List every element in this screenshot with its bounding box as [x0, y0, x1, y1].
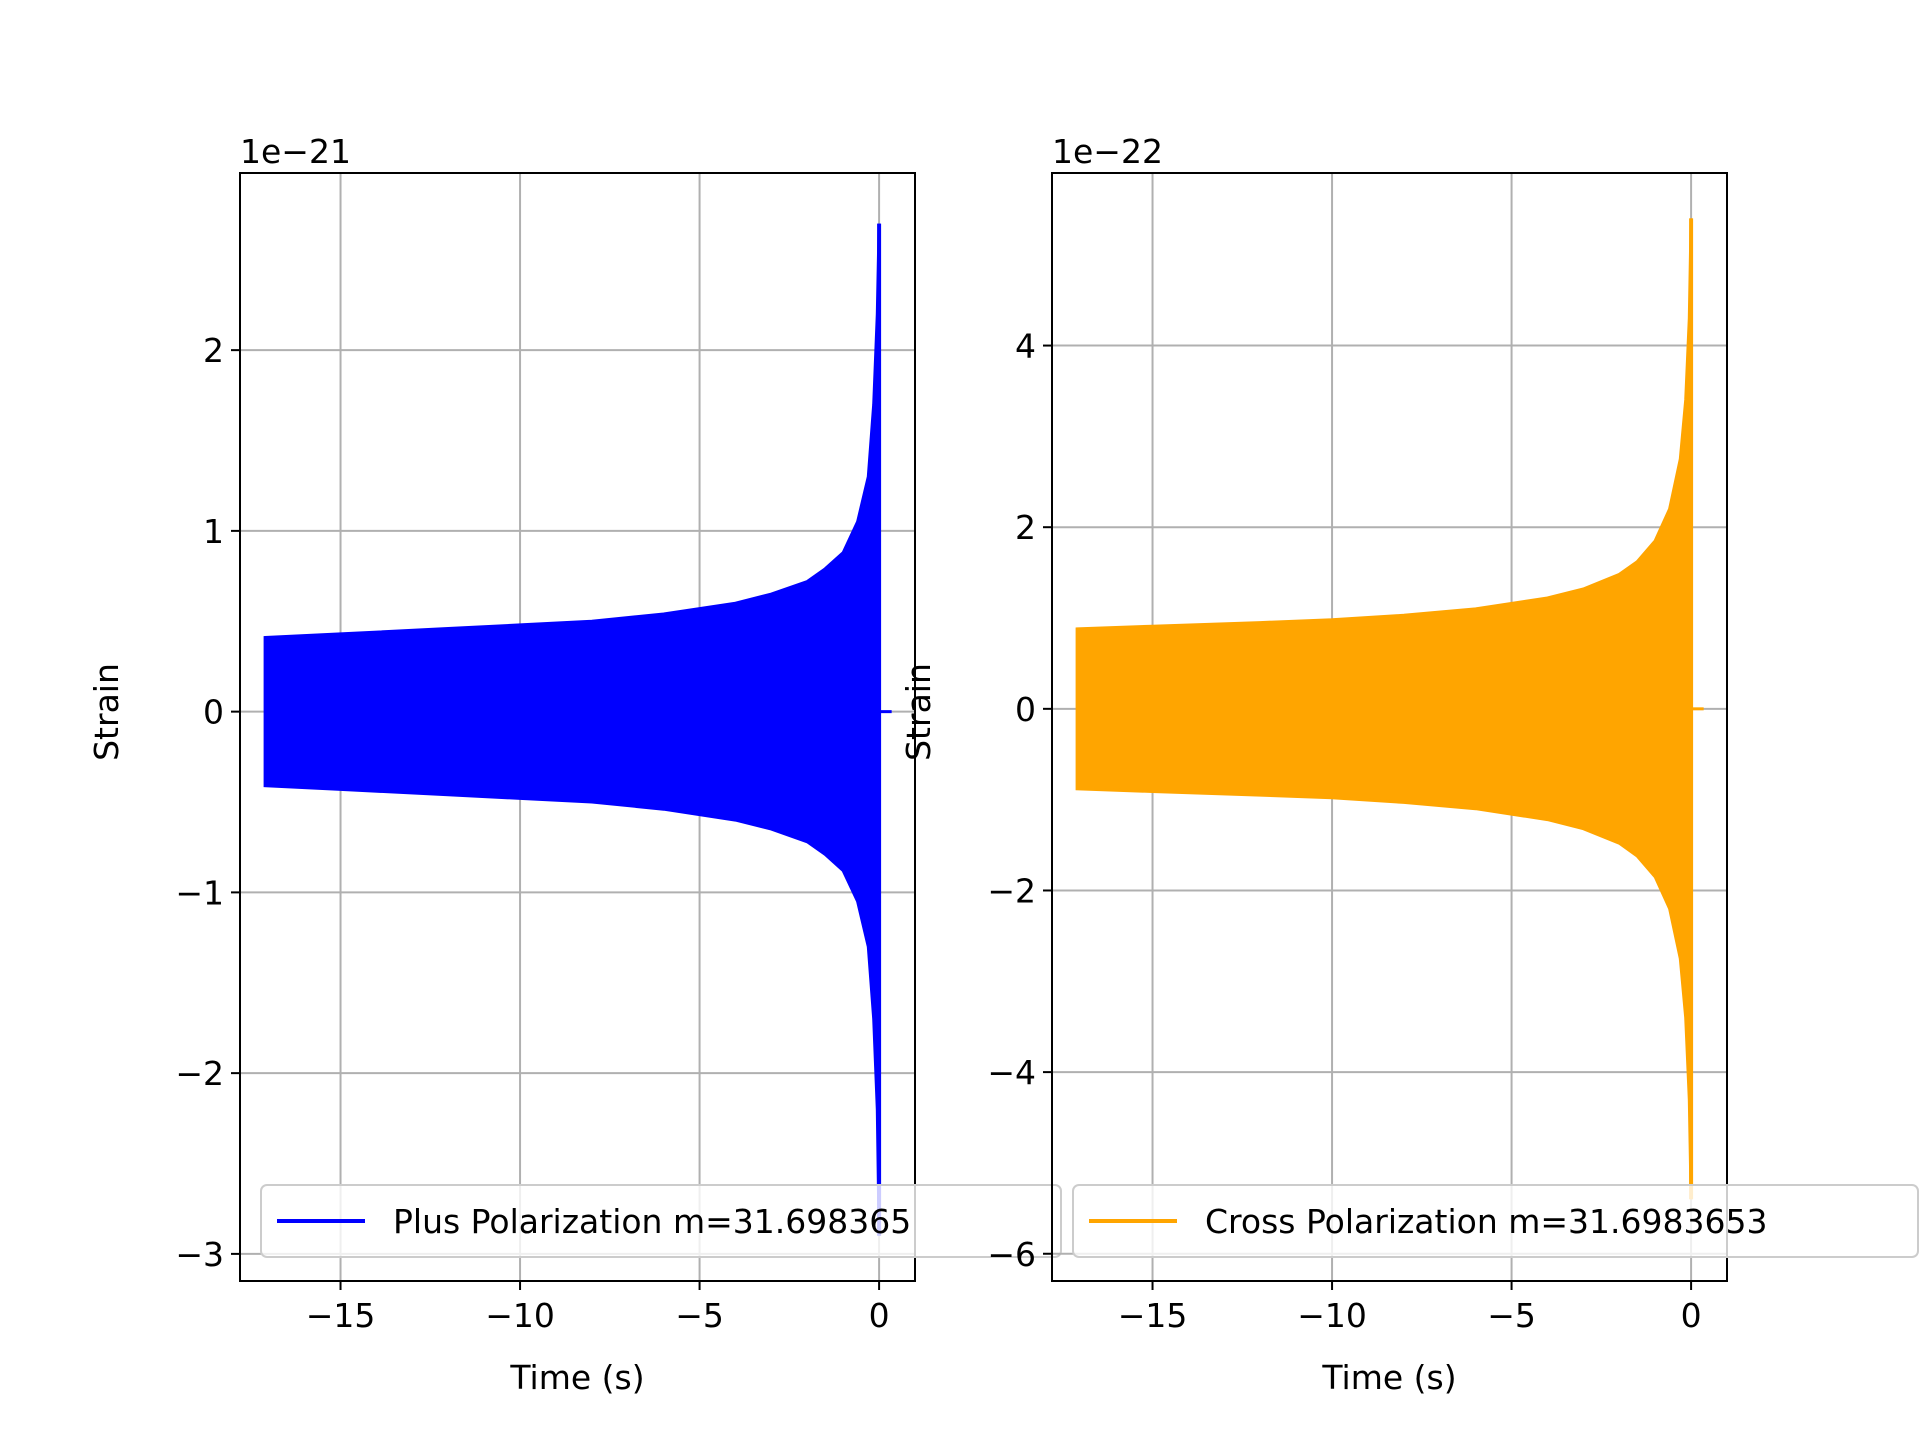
y-tick-label: −2 — [987, 871, 1036, 910]
y-offset-label: 1e−22 — [1052, 132, 1163, 171]
x-axis-label: Time (s) — [509, 1358, 644, 1397]
legend-label: Plus Polarization m=31.698365 — [393, 1202, 911, 1241]
y-tick-label: −1 — [175, 873, 224, 912]
y-tick-label: −2 — [175, 1054, 224, 1093]
y-tick-label: 4 — [1015, 327, 1036, 366]
y-tick-label: −3 — [175, 1235, 224, 1274]
y-tick-label: 2 — [203, 331, 224, 370]
y-tick-label: 2 — [1015, 508, 1036, 547]
x-tick-label: −5 — [675, 1296, 724, 1335]
y-tick-label: −4 — [987, 1053, 1036, 1092]
y-axis-label: Strain — [899, 663, 938, 761]
axes-frame — [1051, 172, 1728, 1282]
legend-box — [1072, 1184, 1919, 1258]
x-tick-label: −10 — [1297, 1296, 1367, 1335]
tick-marks: −15 −10 −5 0 −6 −4 −2 0 2 4 — [987, 327, 1701, 1335]
legend-box — [260, 1184, 1062, 1258]
y-offset-label: 1e−21 — [240, 132, 351, 171]
legend: Cross Polarization m=31.6983653 — [1072, 1184, 1919, 1258]
x-axis-label: Time (s) — [1321, 1358, 1456, 1397]
y-axis-label: Strain — [87, 663, 126, 761]
legend: Plus Polarization m=31.698365 — [260, 1184, 1062, 1258]
x-tick-label: −5 — [1487, 1296, 1536, 1335]
x-tick-label: −10 — [485, 1296, 555, 1335]
x-tick-label: −15 — [1118, 1296, 1188, 1335]
y-tick-label: 0 — [1015, 690, 1036, 729]
axes-frame — [239, 172, 916, 1282]
y-tick-label: 1 — [203, 512, 224, 551]
y-tick-label: 0 — [203, 693, 224, 732]
x-tick-label: −15 — [306, 1296, 376, 1335]
cross-polarization-subplot: −15 −10 −5 0 −6 −4 −2 0 2 4 1e−22 Time (s) Strain… — [899, 132, 1919, 1397]
x-tick-label: 0 — [869, 1296, 890, 1335]
legend-label: Cross Polarization m=31.6983653 — [1205, 1202, 1767, 1241]
y-tick-label: −6 — [987, 1235, 1036, 1274]
x-tick-label: 0 — [1681, 1296, 1702, 1335]
